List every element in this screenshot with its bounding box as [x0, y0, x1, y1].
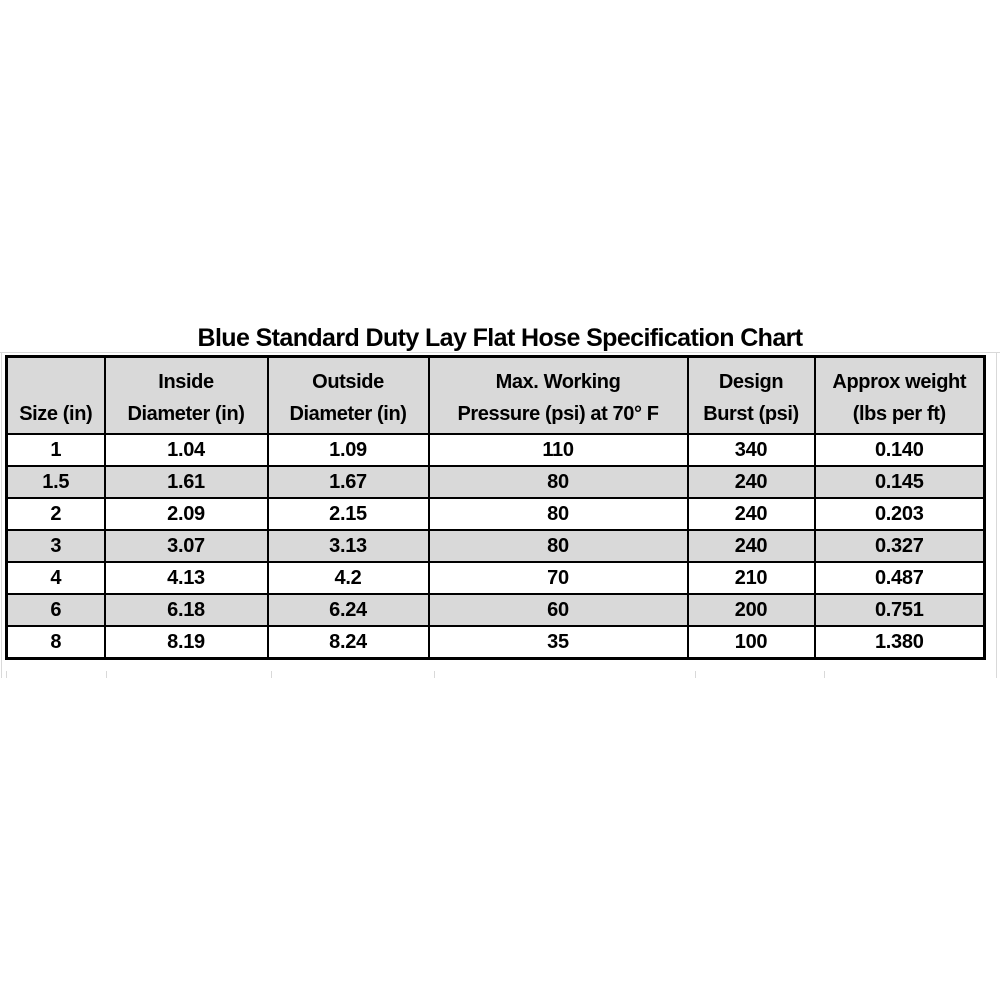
gridline-stub: [996, 671, 997, 678]
gridline-stub: [434, 671, 435, 678]
cell-max-working-pressure: 70: [427, 561, 689, 595]
column-header-outside-diameter: Outside Diameter (in): [266, 355, 430, 435]
cell-max-working-pressure: 110: [427, 433, 689, 467]
gridline-horizontal: [0, 352, 1000, 353]
gridline-stub: [106, 671, 107, 678]
cell-approx-weight: 0.751: [813, 593, 986, 627]
cell-approx-weight: 1.380: [813, 625, 986, 660]
cell-max-working-pressure: 80: [427, 529, 689, 563]
cell-design-burst: 240: [686, 529, 816, 563]
gridline-stub: [6, 671, 7, 678]
table-row: 6 6.18 6.24 60 200 0.751: [5, 593, 986, 627]
cell-inside-diameter: 1.04: [103, 433, 269, 467]
spec-table: Size (in) Inside Diameter (in) Outside Diame…: [5, 355, 986, 660]
cell-approx-weight: 0.145: [813, 465, 986, 499]
cell-outside-diameter: 3.13: [266, 529, 430, 563]
column-header-max-working-pressure: Max. Working Pressure (psi) at 70° F: [427, 355, 689, 435]
cell-max-working-pressure: 35: [427, 625, 689, 660]
column-header-line: Diameter (in): [127, 403, 245, 425]
cell-outside-diameter: 6.24: [266, 593, 430, 627]
table-header: Size (in) Inside Diameter (in) Outside Diame…: [5, 355, 986, 435]
cell-size: 2: [5, 497, 106, 531]
gridline-stub: [271, 671, 272, 678]
column-header-line: Inside: [158, 371, 214, 393]
cell-size: 1.5: [5, 465, 106, 499]
cell-outside-diameter: 4.2: [266, 561, 430, 595]
cell-design-burst: 240: [686, 465, 816, 499]
cell-approx-weight: 0.487: [813, 561, 986, 595]
cell-max-working-pressure: 60: [427, 593, 689, 627]
column-header-line: Design: [718, 371, 784, 393]
cell-inside-diameter: 6.18: [103, 593, 269, 627]
column-header-approx-weight: Approx weight (lbs per ft): [813, 355, 986, 435]
header-row: Size (in) Inside Diameter (in) Outside Diame…: [5, 355, 986, 435]
cell-size: 3: [5, 529, 106, 563]
column-header-design-burst: Design Burst (psi): [686, 355, 816, 435]
table-row: 4 4.13 4.2 70 210 0.487: [5, 561, 986, 595]
gridline-stub: [695, 671, 696, 678]
column-header-line: (lbs per ft): [852, 403, 946, 425]
cell-design-burst: 240: [686, 497, 816, 531]
cell-inside-diameter: 4.13: [103, 561, 269, 595]
table-row: 2 2.09 2.15 80 240 0.203: [5, 497, 986, 531]
table-row: 8 8.19 8.24 35 100 1.380: [5, 625, 986, 660]
cell-outside-diameter: 8.24: [266, 625, 430, 660]
cell-outside-diameter: 1.67: [266, 465, 430, 499]
cell-size: 1: [5, 433, 106, 467]
gridline-vertical-right: [996, 352, 997, 678]
cell-design-burst: 200: [686, 593, 816, 627]
gridline-vertical-left: [1, 352, 2, 678]
cell-outside-diameter: 1.09: [266, 433, 430, 467]
table-row: 3 3.07 3.13 80 240 0.327: [5, 529, 986, 563]
column-header-line: Size (in): [19, 403, 93, 425]
cell-size: 8: [5, 625, 106, 660]
table-body: 1 1.04 1.09 110 340 0.140 1.5 1.61 1.67 80 240 0.14…: [5, 433, 986, 660]
chart-title: Blue Standard Duty Lay Flat Hose Specifi…: [197, 324, 803, 352]
table-row: 1 1.04 1.09 110 340 0.140: [5, 433, 986, 467]
column-header-line: Pressure (psi) at 70° F: [457, 403, 659, 425]
cell-max-working-pressure: 80: [427, 465, 689, 499]
cell-inside-diameter: 1.61: [103, 465, 269, 499]
gridline-stub: [824, 671, 825, 678]
cell-inside-diameter: 8.19: [103, 625, 269, 660]
cell-approx-weight: 0.140: [813, 433, 986, 467]
cell-design-burst: 210: [686, 561, 816, 595]
column-header-line: Outside: [312, 371, 384, 393]
cell-design-burst: 340: [686, 433, 816, 467]
column-header-line: Approx weight: [832, 371, 967, 393]
cell-approx-weight: 0.203: [813, 497, 986, 531]
cell-design-burst: 100: [686, 625, 816, 660]
cell-inside-diameter: 2.09: [103, 497, 269, 531]
cell-outside-diameter: 2.15: [266, 497, 430, 531]
cell-inside-diameter: 3.07: [103, 529, 269, 563]
cell-size: 4: [5, 561, 106, 595]
column-header-line: Burst (psi): [703, 403, 799, 425]
column-header-size: Size (in): [5, 355, 106, 435]
cell-size: 6: [5, 593, 106, 627]
column-header-line: Max. Working: [495, 371, 621, 393]
column-header-line: Diameter (in): [289, 403, 407, 425]
table-row: 1.5 1.61 1.67 80 240 0.145: [5, 465, 986, 499]
column-header-inside-diameter: Inside Diameter (in): [103, 355, 269, 435]
cell-approx-weight: 0.327: [813, 529, 986, 563]
cell-max-working-pressure: 80: [427, 497, 689, 531]
